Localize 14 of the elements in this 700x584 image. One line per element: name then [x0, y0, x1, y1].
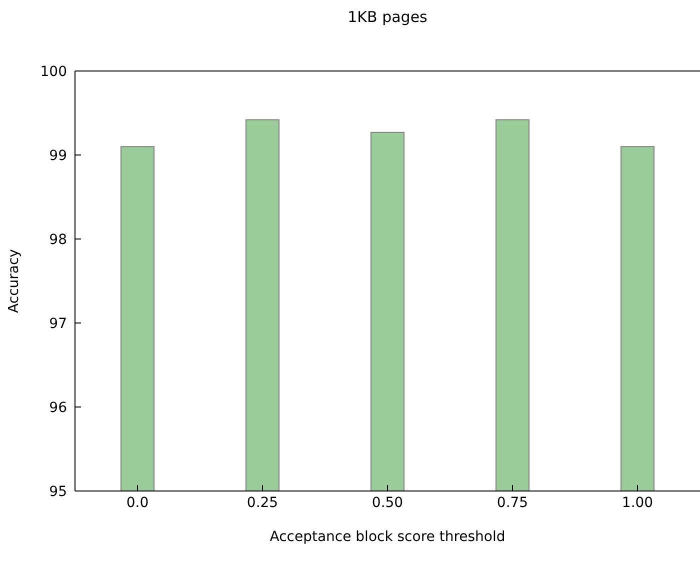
x-tick-label: 0.75	[496, 494, 528, 511]
y-tick-label: 95	[49, 484, 67, 500]
x-tick-label: 0.25	[246, 494, 278, 511]
x-tick-label: 1.00	[622, 494, 654, 511]
x-axis-title: Acceptance block score threshold	[270, 529, 506, 545]
x-tick-label: 0.50	[372, 494, 404, 511]
chart-title: 1KB pages	[346, 8, 428, 26]
x-tick-label: 0.0	[126, 494, 149, 511]
y-tick-label: 99	[49, 148, 67, 164]
y-tick-label: 97	[49, 316, 67, 332]
y-axis-title: Accuracy	[6, 249, 22, 313]
y-tick-label: 96	[49, 400, 68, 416]
y-tick-label: 100	[40, 64, 67, 80]
y-tick-label: 98	[49, 232, 67, 248]
